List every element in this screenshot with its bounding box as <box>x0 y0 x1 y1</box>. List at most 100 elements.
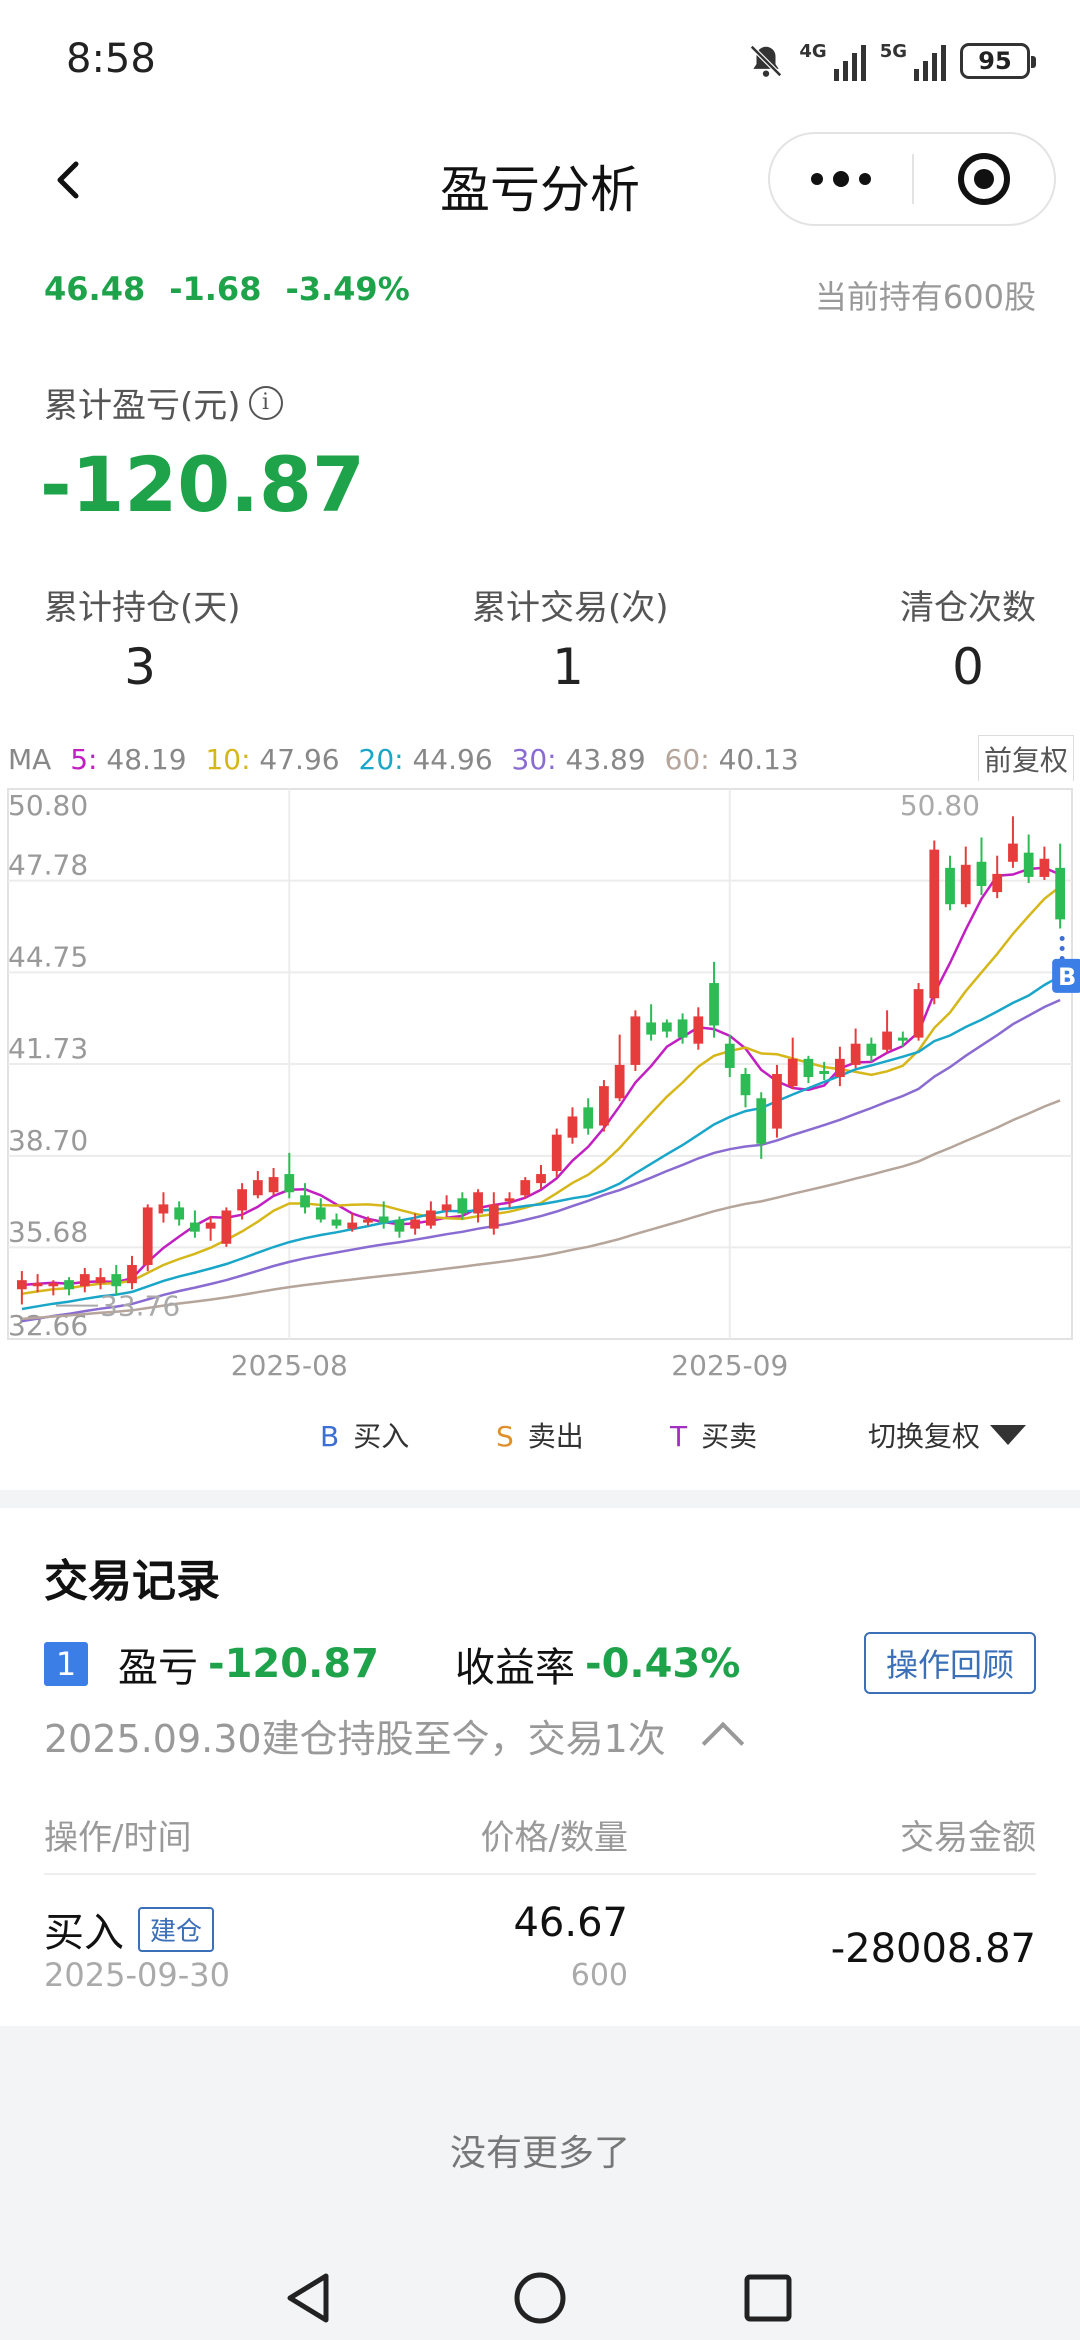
buy-marker-dot <box>1059 935 1065 941</box>
candle-body <box>882 1031 892 1050</box>
ma20: 20: 44.96 <box>358 743 493 776</box>
switch-adjust-button[interactable]: 切换复权 <box>868 1415 1027 1455</box>
buy-marker-dot <box>1059 945 1065 951</box>
candle-body <box>756 1098 767 1144</box>
triangle-down-icon <box>990 1425 1027 1445</box>
stat-holding-days-value: 3 <box>124 638 156 696</box>
y-tick-label: 38.70 <box>8 1124 88 1157</box>
no-more-text: 没有更多了 <box>449 2133 630 2174</box>
candle-body <box>394 1219 405 1232</box>
review-button[interactable]: 操作回顾 <box>864 1632 1036 1694</box>
system-back-button[interactable] <box>268 2256 352 2340</box>
kline-chart[interactable]: MA 5: 48.19 10: 47.96 20: 44.96 30: 43.8… <box>0 735 1080 1455</box>
cumulative-pnl-label: 累计盈亏(元) i <box>44 378 283 427</box>
candle-body <box>583 1107 594 1129</box>
candle-body <box>410 1219 421 1229</box>
marker-legend: B 买入 S 卖出 T 买卖 切换复权 <box>0 1415 1080 1465</box>
stat-clear-count-label: 清仓次数 <box>900 588 1036 628</box>
candle-body <box>158 1204 169 1214</box>
candle-body <box>504 1198 515 1202</box>
signal-icon: 5G <box>880 41 946 81</box>
high-label: 50.80 <box>900 789 980 822</box>
ma60: 60: 40.13 <box>664 743 799 776</box>
mini-program-capsule <box>768 132 1056 226</box>
candle-body <box>646 1022 656 1035</box>
candle-body <box>567 1116 578 1138</box>
candle-body <box>331 1219 342 1226</box>
info-icon[interactable]: i <box>248 385 283 420</box>
candle-body <box>190 1222 200 1232</box>
candle-body <box>599 1086 609 1126</box>
candle-body <box>48 1283 59 1287</box>
candle-body <box>945 867 955 905</box>
candle-body <box>1055 867 1066 920</box>
candle-body <box>1023 852 1034 877</box>
quote-row: 46.48 -1.68 -3.49% <box>44 270 410 308</box>
candle-body <box>913 989 924 1038</box>
candle-body <box>441 1204 452 1211</box>
y-tick-label: 44.75 <box>8 940 88 973</box>
legend-trade: T 买卖 <box>670 1420 758 1453</box>
candle-body <box>95 1277 106 1284</box>
circle-home-icon <box>514 2272 566 2324</box>
record-pnl-label: 盈亏 <box>118 1645 198 1691</box>
chevron-left-icon <box>57 161 79 199</box>
system-recents-button[interactable] <box>726 2256 810 2340</box>
status-bar: 8:58 4G 5G 95 <box>0 0 1080 120</box>
records-title: 交易记录 <box>44 1556 220 1607</box>
adjust-tab[interactable]: 前复权 <box>978 735 1074 781</box>
legend-sell: S 卖出 <box>496 1420 584 1453</box>
y-tick-label: 35.68 <box>8 1215 88 1248</box>
record-description[interactable]: 2025.09.30建仓持股至今，交易1次 <box>44 1708 744 1764</box>
page-title: 盈亏分析 <box>440 161 640 219</box>
legend-buy: B 买入 <box>320 1420 410 1453</box>
current-price: 46.48 <box>44 270 146 308</box>
candle-body <box>426 1210 436 1226</box>
more-button[interactable] <box>770 134 912 224</box>
col-operation: 操作/时间 <box>44 1818 192 1858</box>
candle-body <box>237 1189 247 1211</box>
record-rate-value: -0.43% <box>584 1641 741 1687</box>
back-button[interactable] <box>40 150 100 210</box>
price-change-pct: -3.49% <box>285 270 410 308</box>
candle-body <box>268 1177 279 1193</box>
candle-body <box>1039 858 1050 877</box>
square-recents-icon <box>744 2274 792 2322</box>
candle-body <box>1008 843 1018 862</box>
nav-bar: 盈亏分析 <box>0 120 1080 240</box>
candle-body <box>473 1192 483 1214</box>
status-icons: 4G 5G 95 <box>747 38 1036 84</box>
close-button[interactable] <box>914 134 1054 224</box>
stat-trades-value: 1 <box>552 638 584 696</box>
triangle-back-icon <box>287 2273 329 2323</box>
candle-body <box>252 1180 263 1196</box>
candle-body <box>850 1043 861 1065</box>
ma10-line <box>21 885 1061 1296</box>
col-price-qty: 价格/数量 <box>480 1818 628 1858</box>
trade-quantity: 600 <box>570 1958 628 1993</box>
candle-body <box>693 1016 704 1044</box>
candle-body <box>929 849 940 999</box>
chevron-up-icon[interactable] <box>701 1721 744 1764</box>
candle-body <box>174 1207 185 1220</box>
table-row[interactable]: 买入 建仓 2025-09-30 46.67 600 -28008.87 <box>44 1900 1036 2000</box>
system-nav-bar <box>0 2256 1080 2340</box>
buy-marker-label: B <box>1058 963 1076 991</box>
bottom-area: 没有更多了 <box>0 2026 1080 2340</box>
candle-body <box>772 1074 782 1129</box>
table-header: 操作/时间 价格/数量 交易金额 <box>44 1810 1036 1870</box>
stat-trades-label: 累计交易(次) <box>472 588 669 628</box>
y-tick-label: 47.78 <box>8 849 88 882</box>
table-divider <box>44 1873 1036 1875</box>
candle-body <box>457 1198 468 1214</box>
candle-body <box>724 1043 735 1068</box>
chart-canvas: 50.8047.7844.7541.7338.7035.6832.662025-… <box>7 788 1080 1382</box>
y-tick-label: 41.73 <box>8 1032 88 1065</box>
col-amount: 交易金额 <box>900 1818 1036 1858</box>
candle-body <box>630 1016 641 1065</box>
trade-tag: 建仓 <box>138 1906 215 1952</box>
candle-body <box>127 1265 137 1284</box>
system-home-button[interactable] <box>498 2256 582 2340</box>
trade-price: 46.67 <box>513 1900 628 1946</box>
candle-body <box>551 1134 562 1172</box>
